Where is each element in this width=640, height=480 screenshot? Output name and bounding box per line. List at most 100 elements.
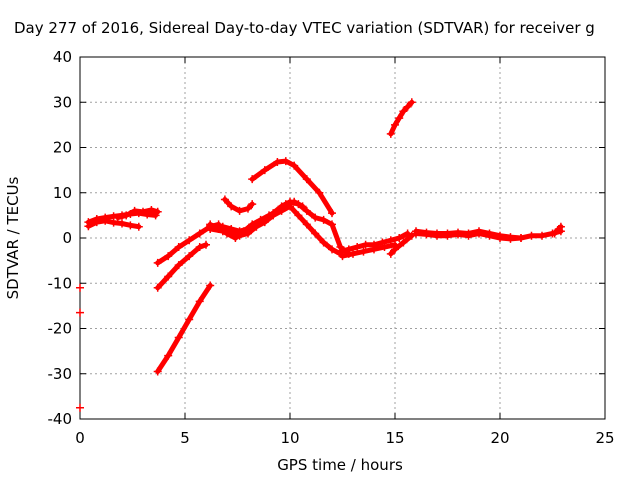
axis-ticks: 0 5 10 15 20 25 -40 -30 -20 -10 0 10 20 30 40 [48, 48, 615, 447]
y-tick-label: -30 [48, 365, 73, 383]
data-point [134, 222, 143, 231]
data-point [349, 249, 357, 258]
data-point [344, 245, 353, 254]
data-point [336, 247, 345, 256]
data-point [227, 202, 236, 211]
data-point [220, 195, 229, 204]
x-tick-label: 25 [595, 429, 614, 447]
data-point [399, 238, 408, 247]
data-point [370, 245, 378, 254]
data-point [412, 229, 420, 238]
data-point [319, 238, 328, 247]
y-axis-label: SDTVAR / TECUs [4, 176, 22, 299]
data-point [101, 216, 110, 225]
data-point [556, 222, 565, 231]
x-axis-label: GPS time / hours [277, 456, 403, 474]
data-point [319, 215, 328, 224]
data-point [174, 261, 183, 270]
data-point [147, 205, 156, 214]
series-5 [153, 281, 215, 376]
series-17 [550, 222, 565, 238]
x-tick-label: 0 [75, 429, 85, 447]
y-tick-label: -20 [48, 320, 73, 338]
data-point [395, 114, 404, 123]
data-point [315, 188, 324, 197]
data-point [185, 315, 194, 324]
data-point [113, 213, 122, 222]
data-point [174, 333, 183, 342]
data-point [496, 234, 504, 242]
data-point [395, 234, 404, 242]
data-point [164, 351, 173, 360]
data-point [126, 221, 135, 230]
data-point [122, 211, 131, 220]
data-point [185, 252, 194, 261]
series-10 [248, 157, 336, 218]
data-point [527, 231, 536, 240]
series-18 [76, 283, 84, 412]
data-point [206, 220, 215, 229]
data-point [328, 220, 336, 229]
series [76, 98, 565, 412]
series-line [155, 242, 209, 291]
chart-title: Day 277 of 2016, Sidereal Day-to-day VTE… [14, 19, 595, 37]
data-point [311, 229, 320, 238]
data-point [248, 220, 257, 229]
data-point [273, 157, 282, 166]
data-point [260, 166, 269, 175]
data-point [76, 283, 84, 292]
data-point [153, 258, 162, 267]
data-point [399, 107, 408, 116]
y-tick-label: -10 [48, 274, 73, 292]
data-point [407, 98, 416, 107]
data-point [195, 229, 204, 238]
data-point [290, 197, 299, 206]
series-line [155, 283, 213, 374]
data-point [164, 252, 173, 261]
y-tick-label: 20 [53, 139, 72, 157]
data-point [231, 234, 240, 242]
data-point [298, 202, 307, 211]
y-tick-label: 40 [53, 48, 72, 66]
data-point [386, 129, 395, 138]
data-point [239, 227, 248, 236]
data-point [433, 231, 441, 240]
series-line [388, 233, 415, 257]
data-point [139, 207, 147, 216]
data-point [244, 204, 252, 213]
data-point [391, 245, 399, 254]
data-point [380, 243, 389, 252]
data-point [550, 229, 559, 238]
data-point [359, 247, 368, 256]
data-point [281, 157, 290, 166]
data-point [407, 231, 416, 240]
series-16 [412, 229, 525, 243]
series-9 [220, 195, 257, 215]
series-4 [153, 240, 210, 292]
data-point [338, 252, 347, 261]
series-2 [113, 205, 162, 222]
data-point [153, 283, 162, 292]
data-point [164, 272, 173, 281]
data-point [185, 236, 194, 245]
y-tick-label: -40 [48, 410, 73, 428]
data-point [294, 211, 303, 220]
series-13 [386, 231, 416, 258]
x-tick-label: 10 [280, 429, 299, 447]
data-point [386, 249, 395, 258]
data-point [202, 240, 210, 249]
data-point [403, 102, 412, 111]
data-point [84, 222, 93, 231]
data-point [130, 206, 139, 215]
data-point [353, 243, 362, 252]
x-tick-label: 15 [385, 429, 404, 447]
data-point [422, 230, 431, 239]
y-tick-label: 10 [53, 184, 72, 202]
data-point [328, 245, 336, 254]
data-point [464, 231, 473, 240]
data-point [265, 211, 273, 220]
y-tick-label: 0 [62, 229, 72, 247]
data-point [290, 161, 299, 170]
data-point [311, 213, 320, 222]
